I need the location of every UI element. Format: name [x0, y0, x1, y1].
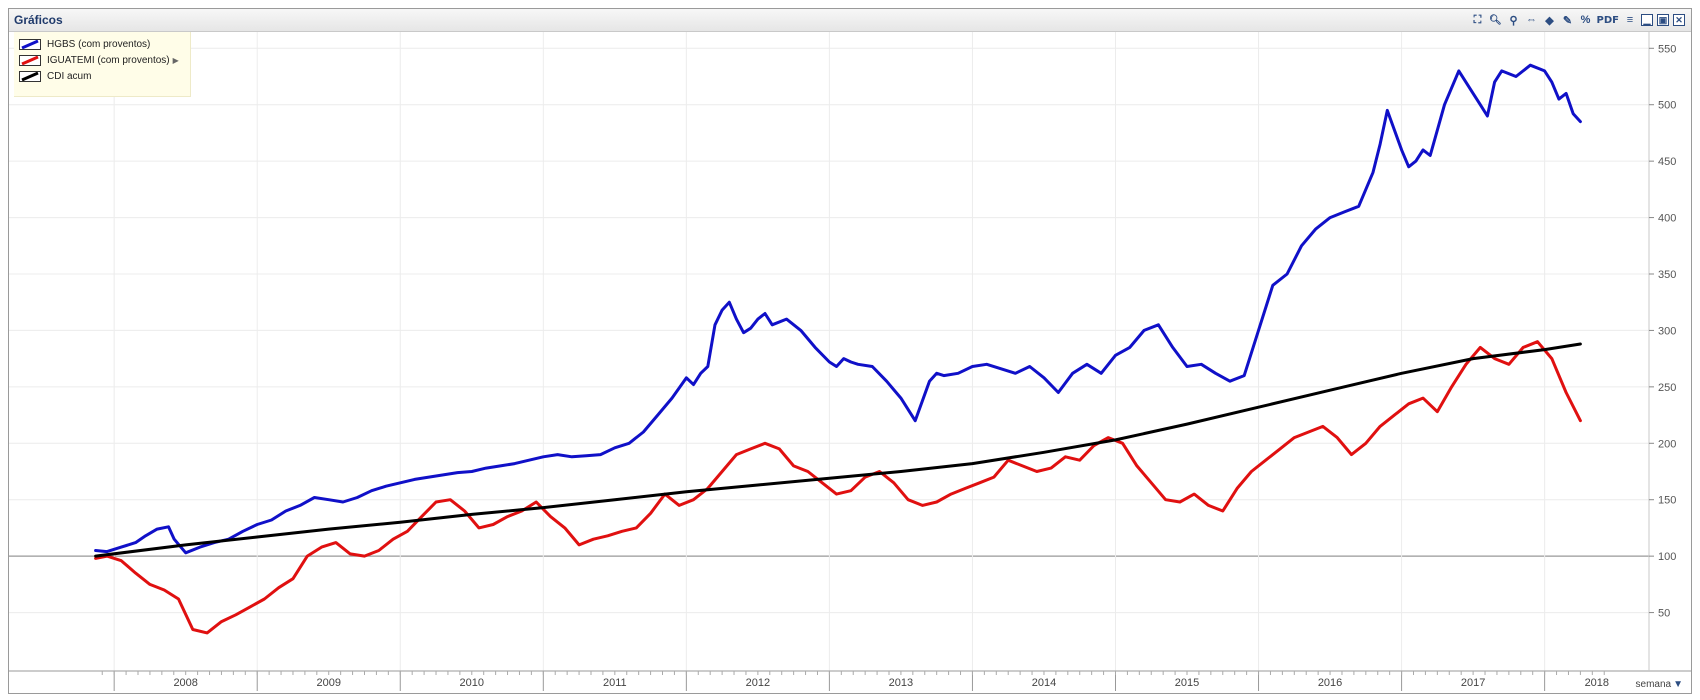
- x-tick-label: 2010: [460, 677, 484, 689]
- y-tick-label: 500: [1658, 100, 1676, 112]
- x-tick-label: 2011: [603, 677, 627, 689]
- title-bar: Gráficos ⛶ 🔍︎ ⚲ ⇔ ◆ ✎% PDF ≡ ▁ ▣ ✕: [9, 9, 1691, 32]
- series-line: [94, 340, 1582, 635]
- draw-icon[interactable]: ✎: [1562, 14, 1573, 27]
- legend-item[interactable]: IGUATEMI (com proventos) ▶: [19, 52, 179, 68]
- percent-icon[interactable]: %: [1580, 14, 1591, 26]
- minimize-icon[interactable]: ▁: [1641, 14, 1653, 26]
- menu-icon[interactable]: ≡: [1626, 14, 1634, 26]
- x-tick-label: 2014: [1032, 677, 1056, 689]
- window-title: Gráficos: [14, 13, 63, 27]
- y-tick-label: 50: [1658, 608, 1670, 620]
- legend: HGBS (com proventos) IGUATEMI (com proven…: [14, 32, 191, 97]
- series-line: [94, 342, 1582, 558]
- x-tick-label: 2008: [173, 677, 197, 689]
- y-tick-label: 300: [1658, 325, 1676, 337]
- x-tick-label: 2013: [889, 677, 913, 689]
- y-tick-label: 250: [1658, 382, 1676, 394]
- maximize-icon[interactable]: ▣: [1657, 14, 1669, 26]
- y-tick-label: 200: [1658, 438, 1676, 450]
- series-line: [94, 63, 1582, 555]
- zoom-out-icon[interactable]: ⚲: [1509, 14, 1518, 27]
- tag-icon[interactable]: ◆: [1545, 14, 1554, 27]
- x-tick-label: 2009: [316, 677, 340, 689]
- chart-svg: 50 100 150 200 250 300 350 400 450 500 550 2008 2009…: [9, 31, 1691, 691]
- zoom-in-icon[interactable]: 🔍︎: [1489, 14, 1502, 26]
- pdf-icon[interactable]: PDF: [1596, 14, 1619, 26]
- x-tick-label: 2016: [1318, 677, 1342, 689]
- toolbar: ⛶ 🔍︎ ⚲ ⇔ ◆ ✎% PDF ≡ ▁ ▣ ✕: [1471, 11, 1685, 29]
- legend-swatch: [19, 70, 41, 82]
- legend-label: CDI acum: [47, 70, 92, 82]
- interval-selector[interactable]: semana ▼: [1636, 679, 1683, 690]
- fullscreen-icon[interactable]: ⛶: [1473, 13, 1482, 26]
- legend-item[interactable]: CDI acum: [19, 68, 91, 84]
- y-tick-label: 550: [1658, 43, 1676, 55]
- close-icon[interactable]: ✕: [1673, 14, 1685, 26]
- interval-label: semana: [1635, 679, 1672, 690]
- x-tick-label: 2017: [1461, 677, 1485, 689]
- legend-swatch: [19, 54, 41, 66]
- chart-window: 50 100 150 200 250 300 350 400 450 500 550 2008 2009…: [8, 8, 1692, 694]
- y-tick-label: 350: [1658, 269, 1676, 281]
- grid-layer: [9, 31, 1649, 671]
- legend-label: IGUATEMI (com proventos): [47, 54, 170, 66]
- legend-label: HGBS (com proventos): [47, 38, 151, 50]
- x-tick-label: 2012: [746, 677, 770, 689]
- y-tick-label: 150: [1658, 495, 1676, 507]
- legend-swatch: [19, 38, 41, 50]
- x-tick-label: 2018: [1585, 677, 1609, 689]
- legend-item[interactable]: HGBS (com proventos): [19, 36, 150, 52]
- y-tick-label: 400: [1658, 213, 1676, 225]
- axis-layer: 50 100 150 200 250 300 350 400 450 500 550 2008 2009…: [9, 31, 1691, 691]
- x-tick-label: 2015: [1175, 677, 1199, 689]
- y-tick-label: 450: [1658, 156, 1676, 168]
- series-layer: [94, 63, 1582, 635]
- y-tick-label: 100: [1658, 551, 1676, 563]
- pan-icon[interactable]: ⇔: [1526, 14, 1538, 26]
- legend-expand-icon[interactable]: ▶: [172, 55, 179, 65]
- chevron-down-icon: ▼: [1673, 679, 1683, 690]
